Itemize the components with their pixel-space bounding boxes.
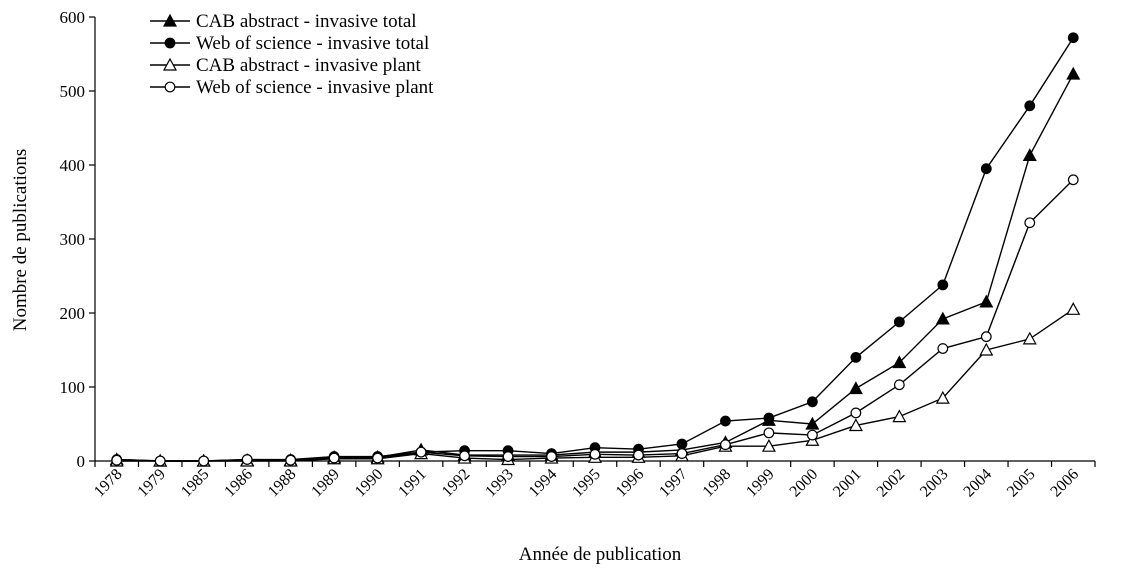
x-tick-label: 1992: [439, 466, 474, 501]
y-tick-label: 500: [60, 82, 86, 101]
marker: [1024, 217, 1036, 229]
x-tick-label: 1989: [308, 466, 343, 501]
marker: [633, 449, 644, 461]
legend-label: CAB abstract - invasive total: [196, 11, 417, 32]
x-tick-label: 1991: [395, 466, 430, 501]
legend-marker: [164, 37, 176, 49]
marker: [1067, 174, 1079, 186]
marker: [1066, 302, 1081, 315]
marker: [1022, 331, 1037, 345]
y-tick-label: 200: [60, 304, 86, 323]
x-tick-label: 1985: [178, 466, 213, 501]
marker: [1024, 100, 1036, 112]
x-tick-label: 2006: [1047, 466, 1082, 501]
marker: [1022, 148, 1037, 161]
marker: [761, 438, 776, 452]
x-tick-label: 2000: [787, 466, 822, 501]
x-tick-label: 1996: [613, 466, 648, 501]
marker: [241, 454, 253, 465]
x-tick-label: 2001: [830, 466, 865, 501]
marker: [154, 455, 166, 467]
marker: [806, 429, 818, 441]
marker: [720, 415, 731, 427]
marker: [198, 455, 210, 467]
x-tick-label: 1994: [526, 466, 561, 501]
marker: [935, 390, 950, 404]
legend-marker: [162, 57, 178, 71]
x-tick-label: 2003: [917, 466, 952, 501]
marker: [502, 451, 514, 462]
x-tick-label: 1993: [482, 466, 517, 501]
marker: [676, 438, 688, 450]
marker: [980, 331, 992, 343]
marker: [848, 418, 863, 432]
x-tick-label: 1997: [656, 466, 691, 501]
marker: [1066, 66, 1081, 80]
x-tick-label: 1995: [569, 466, 604, 501]
marker: [937, 343, 949, 354]
marker: [935, 311, 950, 325]
marker: [806, 396, 818, 408]
legend-marker: [162, 13, 178, 27]
marker: [676, 448, 688, 460]
marker: [979, 294, 994, 308]
x-axis-title: Année de publication: [519, 544, 682, 565]
legend-label: CAB abstract - invasive plant: [196, 55, 422, 76]
x-tick-label: 2005: [1004, 466, 1039, 501]
y-tick-label: 600: [60, 8, 86, 27]
marker: [546, 451, 557, 462]
marker: [892, 355, 907, 369]
y-axis-title: Nombre de publications: [10, 149, 31, 332]
marker: [415, 446, 427, 458]
x-tick-label: 1990: [352, 466, 387, 501]
marker: [980, 163, 992, 175]
marker: [805, 416, 820, 430]
marker: [285, 454, 297, 466]
marker: [892, 409, 907, 423]
marker: [893, 316, 905, 328]
y-tick-label: 400: [60, 156, 86, 175]
y-tick-label: 100: [60, 378, 86, 397]
marker: [848, 381, 863, 395]
series-line: [116, 37, 1074, 462]
x-tick-label: 1986: [221, 466, 256, 501]
x-tick-label: 1999: [743, 466, 778, 501]
marker: [850, 352, 862, 363]
legend-label: Web of science - invasive plant: [196, 77, 434, 98]
marker: [763, 427, 775, 439]
x-tick-label: 2004: [960, 466, 995, 501]
x-tick-label: 1978: [91, 466, 126, 501]
y-tick-label: 300: [60, 230, 86, 249]
marker: [459, 450, 470, 462]
marker: [937, 279, 949, 291]
series-line: [116, 179, 1074, 462]
marker: [763, 412, 775, 424]
marker: [979, 342, 994, 356]
x-tick-label: 1998: [700, 466, 735, 501]
legend-label: Web of science - invasive total: [196, 33, 429, 54]
x-tick-label: 2002: [874, 466, 909, 501]
marker: [111, 454, 123, 466]
marker: [372, 452, 384, 464]
y-tick-label: 0: [77, 452, 86, 471]
marker: [1067, 32, 1079, 44]
marker: [893, 379, 905, 391]
marker: [589, 448, 601, 460]
marker: [850, 407, 862, 419]
x-tick-label: 1979: [134, 466, 169, 501]
marker: [720, 439, 731, 451]
x-tick-label: 1988: [265, 466, 300, 501]
marker: [328, 452, 340, 464]
legend-marker: [164, 81, 176, 93]
